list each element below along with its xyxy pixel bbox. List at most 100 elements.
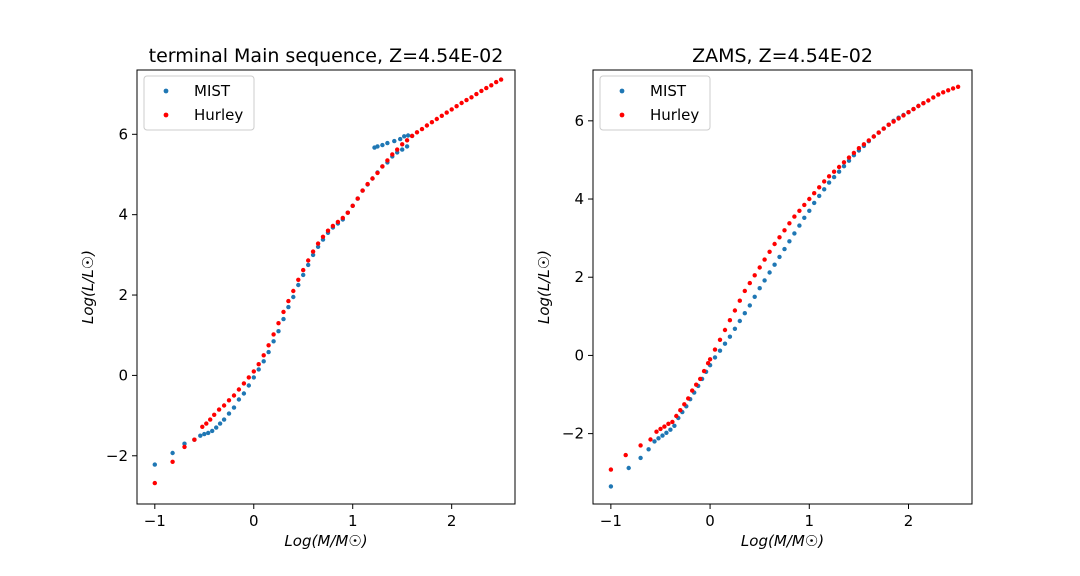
point-hurley	[623, 452, 628, 458]
point-hurley	[608, 467, 614, 472]
point-hurley	[831, 169, 837, 174]
point-mist	[405, 133, 411, 138]
point-mist	[152, 462, 157, 467]
data-points	[608, 84, 961, 489]
point-mist	[841, 164, 847, 169]
axes-frame	[592, 69, 973, 505]
point-hurley	[686, 396, 691, 401]
point-mist	[315, 244, 321, 249]
point-mist	[392, 138, 397, 144]
point-hurley	[395, 147, 400, 152]
point-hurley	[836, 164, 842, 170]
legend-label-hurley: Hurley	[194, 106, 243, 124]
point-hurley	[291, 288, 296, 294]
point-mist	[782, 246, 787, 252]
point-hurley	[690, 388, 695, 393]
point-mist	[777, 254, 782, 260]
legend-marker-mist	[163, 88, 169, 94]
point-mist	[266, 349, 271, 355]
point-hurley	[717, 337, 723, 342]
point-hurley	[494, 79, 499, 85]
point-mist	[807, 208, 812, 213]
y-tick-label: 4	[574, 190, 584, 208]
point-mist	[226, 411, 232, 416]
point-hurley	[701, 368, 707, 374]
point-hurley	[330, 223, 336, 229]
point-hurley	[941, 90, 946, 95]
point-hurley	[251, 369, 256, 374]
point-mist	[752, 294, 757, 299]
legend-marker-hurley	[163, 112, 169, 118]
point-hurley	[170, 459, 175, 464]
point-mist	[241, 391, 247, 396]
point-hurley	[246, 375, 251, 380]
point-mist	[626, 465, 631, 471]
point-mist	[831, 174, 837, 180]
y-tick-label: −2	[106, 447, 128, 465]
point-hurley	[208, 417, 213, 422]
point-hurley	[204, 421, 209, 426]
point-mist	[767, 270, 772, 275]
point-hurley	[822, 179, 827, 184]
point-mist	[646, 447, 651, 452]
point-hurley	[662, 424, 667, 429]
point-hurley	[424, 123, 430, 128]
point-mist	[722, 341, 728, 346]
point-hurley	[231, 393, 237, 398]
point-hurley	[419, 126, 425, 132]
point-hurley	[936, 92, 941, 97]
point-mist	[668, 427, 673, 432]
point-hurley	[674, 413, 679, 419]
point-hurley	[747, 280, 752, 286]
x-tick-label: 2	[904, 512, 914, 530]
point-hurley	[916, 103, 921, 109]
point-hurley	[817, 185, 822, 190]
point-mist	[846, 158, 852, 163]
point-mist	[301, 272, 306, 278]
point-hurley	[469, 95, 474, 100]
point-mist	[732, 326, 738, 331]
point-mist	[712, 355, 718, 360]
y-tick-label: 4	[118, 206, 128, 224]
point-mist	[747, 303, 752, 308]
point-hurley	[325, 228, 331, 233]
point-mist	[251, 375, 256, 380]
point-mist	[202, 431, 207, 437]
point-hurley	[459, 100, 464, 106]
point-hurley	[911, 106, 916, 112]
y-tick-label: 6	[118, 125, 128, 143]
point-mist	[404, 144, 410, 149]
y-tick-label: −2	[562, 425, 584, 443]
y-axis-label: Log(L/L☉)	[79, 250, 97, 324]
point-hurley	[365, 181, 370, 187]
point-hurley	[400, 142, 405, 147]
point-hurley	[705, 361, 711, 366]
point-hurley	[906, 110, 911, 115]
point-mist	[797, 223, 802, 228]
point-hurley	[256, 362, 261, 367]
point-mist	[737, 318, 742, 324]
point-mist	[170, 450, 175, 456]
point-hurley	[360, 188, 365, 193]
point-hurley	[846, 155, 852, 160]
legend-label-mist: MIST	[650, 82, 687, 100]
legend-marker-hurley	[619, 112, 625, 118]
point-hurley	[757, 265, 762, 270]
point-mist	[210, 428, 215, 434]
legend-label-mist: MIST	[194, 82, 231, 100]
point-hurley	[200, 424, 205, 429]
chart-title: terminal Main sequence, Z=4.54E-02	[149, 45, 504, 67]
point-mist	[822, 187, 827, 192]
point-hurley	[666, 421, 671, 426]
point-mist	[398, 136, 403, 142]
point-mist	[608, 484, 614, 489]
point-hurley	[866, 138, 871, 143]
point-hurley	[221, 403, 227, 408]
point-hurley	[807, 196, 812, 202]
point-hurley	[658, 426, 663, 432]
point-mist	[217, 421, 223, 426]
y-tick-label: 2	[574, 268, 584, 286]
data-points	[152, 77, 504, 486]
point-hurley	[429, 120, 435, 125]
chart-zams: ZAMS, Z=4.54E-02 −1 0 1 2 −2 0 2 4 6 Log(M/M☉) Log(…	[535, 45, 973, 550]
